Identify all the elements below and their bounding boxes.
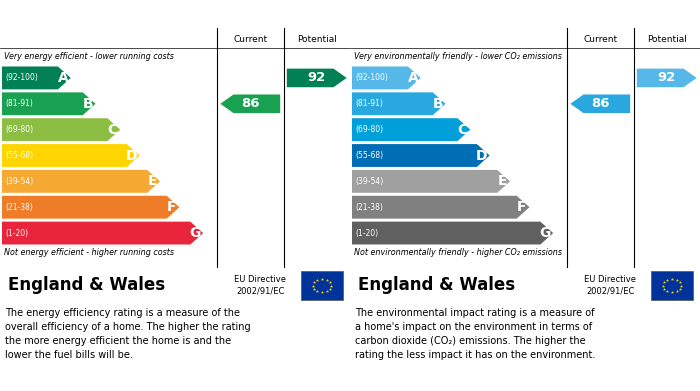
Text: England & Wales: England & Wales	[8, 276, 165, 294]
Text: E: E	[148, 174, 157, 188]
Text: (21-38): (21-38)	[5, 203, 33, 212]
Text: F: F	[167, 200, 176, 214]
Text: (81-91): (81-91)	[5, 99, 33, 108]
Polygon shape	[352, 144, 489, 167]
Text: B: B	[83, 97, 93, 111]
Polygon shape	[637, 68, 696, 87]
Text: Environmental Impact (CO₂) Rating: Environmental Impact (CO₂) Rating	[358, 7, 604, 20]
Polygon shape	[352, 222, 553, 244]
Text: (39-54): (39-54)	[355, 177, 384, 186]
Text: C: C	[457, 123, 468, 136]
Text: Not energy efficient - higher running costs: Not energy efficient - higher running co…	[4, 248, 174, 257]
Text: G: G	[190, 226, 201, 240]
Text: Potential: Potential	[297, 36, 337, 45]
Polygon shape	[287, 68, 346, 87]
Text: (92-100): (92-100)	[5, 74, 38, 83]
Polygon shape	[2, 196, 179, 219]
Polygon shape	[220, 95, 280, 113]
Text: (55-68): (55-68)	[355, 151, 383, 160]
Text: Very energy efficient - lower running costs: Very energy efficient - lower running co…	[4, 52, 174, 61]
Text: Very environmentally friendly - lower CO₂ emissions: Very environmentally friendly - lower CO…	[354, 52, 562, 61]
Polygon shape	[570, 95, 630, 113]
Text: (81-91): (81-91)	[355, 99, 383, 108]
Polygon shape	[352, 170, 510, 193]
Text: Potential: Potential	[647, 36, 687, 45]
Text: 92: 92	[307, 72, 326, 84]
Polygon shape	[2, 222, 203, 244]
Polygon shape	[2, 170, 160, 193]
Text: (55-68): (55-68)	[5, 151, 33, 160]
Text: C: C	[107, 123, 118, 136]
Text: The energy efficiency rating is a measure of the
overall efficiency of a home. T: The energy efficiency rating is a measur…	[5, 308, 251, 360]
Text: The environmental impact rating is a measure of
a home's impact on the environme: The environmental impact rating is a mea…	[355, 308, 596, 360]
Polygon shape	[352, 118, 470, 141]
Text: 86: 86	[241, 97, 260, 110]
Polygon shape	[352, 66, 421, 90]
FancyBboxPatch shape	[301, 271, 343, 300]
Text: E: E	[498, 174, 507, 188]
Polygon shape	[2, 118, 120, 141]
Text: (1-20): (1-20)	[5, 229, 28, 238]
Text: (39-54): (39-54)	[5, 177, 34, 186]
Text: Current: Current	[233, 36, 267, 45]
Text: A: A	[57, 71, 69, 85]
Text: 92: 92	[657, 72, 676, 84]
Text: (92-100): (92-100)	[355, 74, 388, 83]
Text: EU Directive
2002/91/EC: EU Directive 2002/91/EC	[234, 275, 286, 296]
Text: (21-38): (21-38)	[355, 203, 383, 212]
Text: England & Wales: England & Wales	[358, 276, 515, 294]
Polygon shape	[352, 92, 445, 115]
Polygon shape	[352, 196, 529, 219]
Polygon shape	[2, 144, 139, 167]
Text: EU Directive
2002/91/EC: EU Directive 2002/91/EC	[584, 275, 636, 296]
Text: Not environmentally friendly - higher CO₂ emissions: Not environmentally friendly - higher CO…	[354, 248, 562, 257]
Text: (69-80): (69-80)	[355, 125, 383, 134]
FancyBboxPatch shape	[651, 271, 693, 300]
Text: 86: 86	[591, 97, 610, 110]
Text: Current: Current	[583, 36, 617, 45]
Text: G: G	[540, 226, 551, 240]
Polygon shape	[2, 92, 95, 115]
Text: A: A	[407, 71, 419, 85]
Text: D: D	[126, 149, 137, 163]
Text: D: D	[476, 149, 487, 163]
Polygon shape	[2, 66, 71, 90]
Text: Energy Efficiency Rating: Energy Efficiency Rating	[8, 7, 180, 20]
Text: (69-80): (69-80)	[5, 125, 33, 134]
Text: (1-20): (1-20)	[355, 229, 378, 238]
Text: B: B	[433, 97, 443, 111]
Text: F: F	[517, 200, 526, 214]
